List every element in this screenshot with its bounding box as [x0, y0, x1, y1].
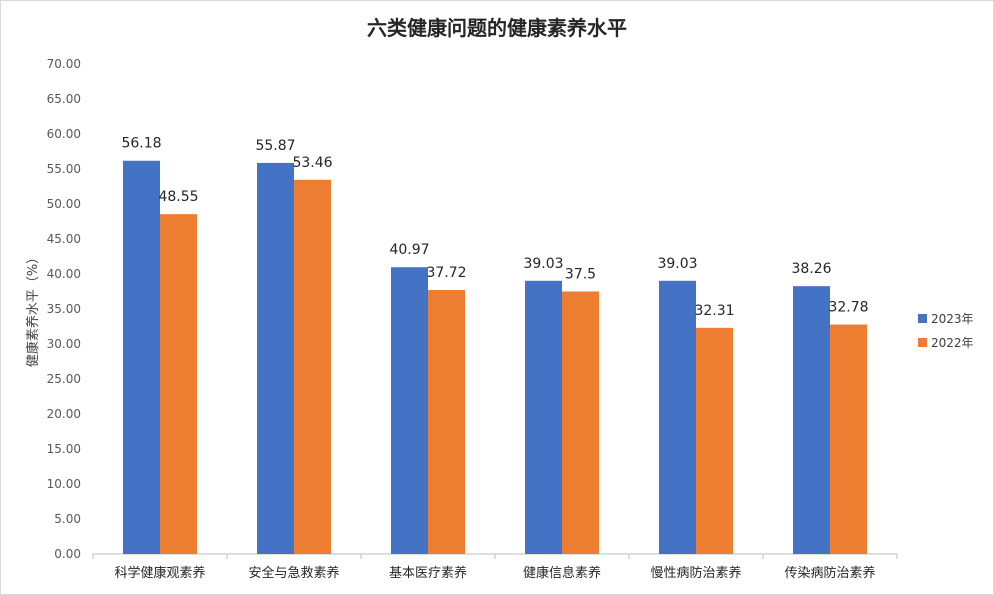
bar-series-2 [294, 179, 331, 554]
data-label: 40.97 [389, 242, 429, 258]
legend-label: 2023年 [931, 312, 974, 326]
data-label: 38.26 [791, 261, 831, 277]
legend: 2023年 2022年 [918, 312, 974, 350]
bar-series-2 [562, 291, 599, 554]
category-labels-group: 科学健康观素养 安全与急救素养 基本医疗素养 健康信息素养 慢性病防治素养 传染病防治素养 [92, 554, 898, 581]
y-tick-label: 65.00 [47, 92, 81, 106]
category-label: 慢性病防治素养 [650, 565, 741, 581]
y-tick-label: 35.00 [47, 302, 81, 316]
y-axis-title: 健康素养水平（%） [25, 251, 41, 367]
bar-series-1 [525, 280, 562, 554]
data-labels-group: 56.1848.5555.8753.4640.9737.7239.0337.53… [121, 136, 868, 319]
category-label: 传染病防治素养 [784, 565, 875, 581]
data-label: 39.03 [657, 256, 697, 272]
bar-series-2 [160, 214, 197, 554]
y-tick-label: 40.00 [47, 267, 81, 281]
y-axis-ticks: 0.00 5.00 10.00 15.00 20.00 25.00 30.00 35.00 40… [47, 57, 81, 561]
data-label: 32.31 [694, 303, 734, 319]
y-tick-label: 30.00 [47, 337, 81, 351]
legend-swatch [918, 314, 927, 323]
category-label: 科学健康观素养 [114, 565, 205, 581]
data-label: 37.72 [426, 265, 466, 281]
y-tick-label: 5.00 [54, 512, 81, 526]
legend-swatch [918, 338, 927, 347]
y-tick-label: 10.00 [47, 477, 81, 491]
y-tick-label: 50.00 [47, 197, 81, 211]
y-tick-label: 20.00 [47, 407, 81, 421]
y-tick-label: 25.00 [47, 372, 81, 386]
legend-label: 2022年 [931, 336, 974, 350]
data-label: 32.78 [828, 300, 868, 316]
bar-series-1 [391, 267, 428, 554]
bars-group [123, 160, 867, 555]
y-tick-label: 0.00 [54, 547, 81, 561]
data-label: 55.87 [255, 138, 295, 154]
data-label: 39.03 [523, 256, 563, 272]
y-tick-label: 45.00 [47, 232, 81, 246]
bar-series-1 [793, 286, 830, 554]
bar-series-2 [428, 289, 465, 554]
bar-series-1 [123, 160, 160, 555]
bar-series-2 [696, 327, 733, 554]
bar-series-2 [830, 324, 867, 554]
chart-title: 六类健康问题的健康素养水平 [367, 16, 627, 40]
y-tick-label: 15.00 [47, 442, 81, 456]
category-label: 健康信息素养 [523, 565, 601, 581]
category-label: 基本医疗素养 [389, 565, 467, 581]
y-tick-label: 70.00 [47, 57, 81, 71]
y-tick-label: 55.00 [47, 162, 81, 176]
bar-series-1 [257, 162, 294, 554]
y-tick-label: 60.00 [47, 127, 81, 141]
data-label: 37.5 [565, 267, 596, 283]
bar-series-1 [659, 280, 696, 554]
data-label: 56.18 [121, 136, 161, 152]
category-label: 安全与急救素养 [248, 565, 339, 581]
data-label: 53.46 [292, 155, 332, 171]
data-label: 48.55 [158, 189, 198, 205]
